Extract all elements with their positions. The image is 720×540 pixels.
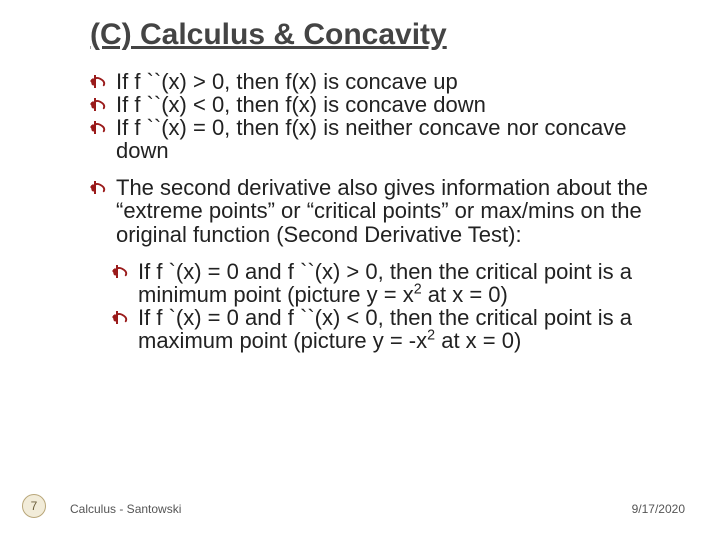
page-number-badge: 7 [22,494,46,518]
bullet-min-point: If f `(x) = 0 and f ``(x) > 0, then the … [112,260,680,306]
spacer [90,162,680,176]
swirl-icon [112,264,132,279]
swirl-icon [90,97,110,112]
swirl-icon [90,180,110,195]
bullet-text: If f ``(x) < 0, then f(x) is concave dow… [116,92,486,117]
swirl-icon [90,74,110,89]
bullet-concave-down: If f ``(x) < 0, then f(x) is concave dow… [90,93,680,116]
sub-bullets: If f `(x) = 0 and f ``(x) > 0, then the … [90,260,680,352]
bullet-text: If f ``(x) > 0, then f(x) is concave up [116,69,458,94]
spacer [90,246,680,260]
swirl-icon [90,120,110,135]
swirl-icon [112,310,132,325]
bullet-neither: If f ``(x) = 0, then f(x) is neither con… [90,116,680,162]
bullet-text-part2: at x = 0) [422,282,508,307]
superscript: 2 [414,281,422,297]
bullet-second-derivative: The second derivative also gives informa… [90,176,680,245]
bullet-text: The second derivative also gives informa… [116,175,648,246]
superscript: 2 [427,328,435,344]
slide-title: (C) Calculus & Concavity [90,18,680,52]
bullet-concave-up: If f ``(x) > 0, then f(x) is concave up [90,70,680,93]
bullet-text: If f ``(x) = 0, then f(x) is neither con… [116,115,627,163]
footer-author: Calculus - Santowski [70,502,181,516]
slide-content: (C) Calculus & Concavity If f ``(x) > 0,… [0,0,720,540]
bullet-text-part1: If f `(x) = 0 and f ``(x) > 0, then the … [138,259,632,307]
bullet-max-point: If f `(x) = 0 and f ``(x) < 0, then the … [112,306,680,352]
bullet-text-part1: If f `(x) = 0 and f ``(x) < 0, then the … [138,305,632,353]
bullet-text-part2: at x = 0) [435,328,521,353]
footer-date: 9/17/2020 [632,502,685,516]
